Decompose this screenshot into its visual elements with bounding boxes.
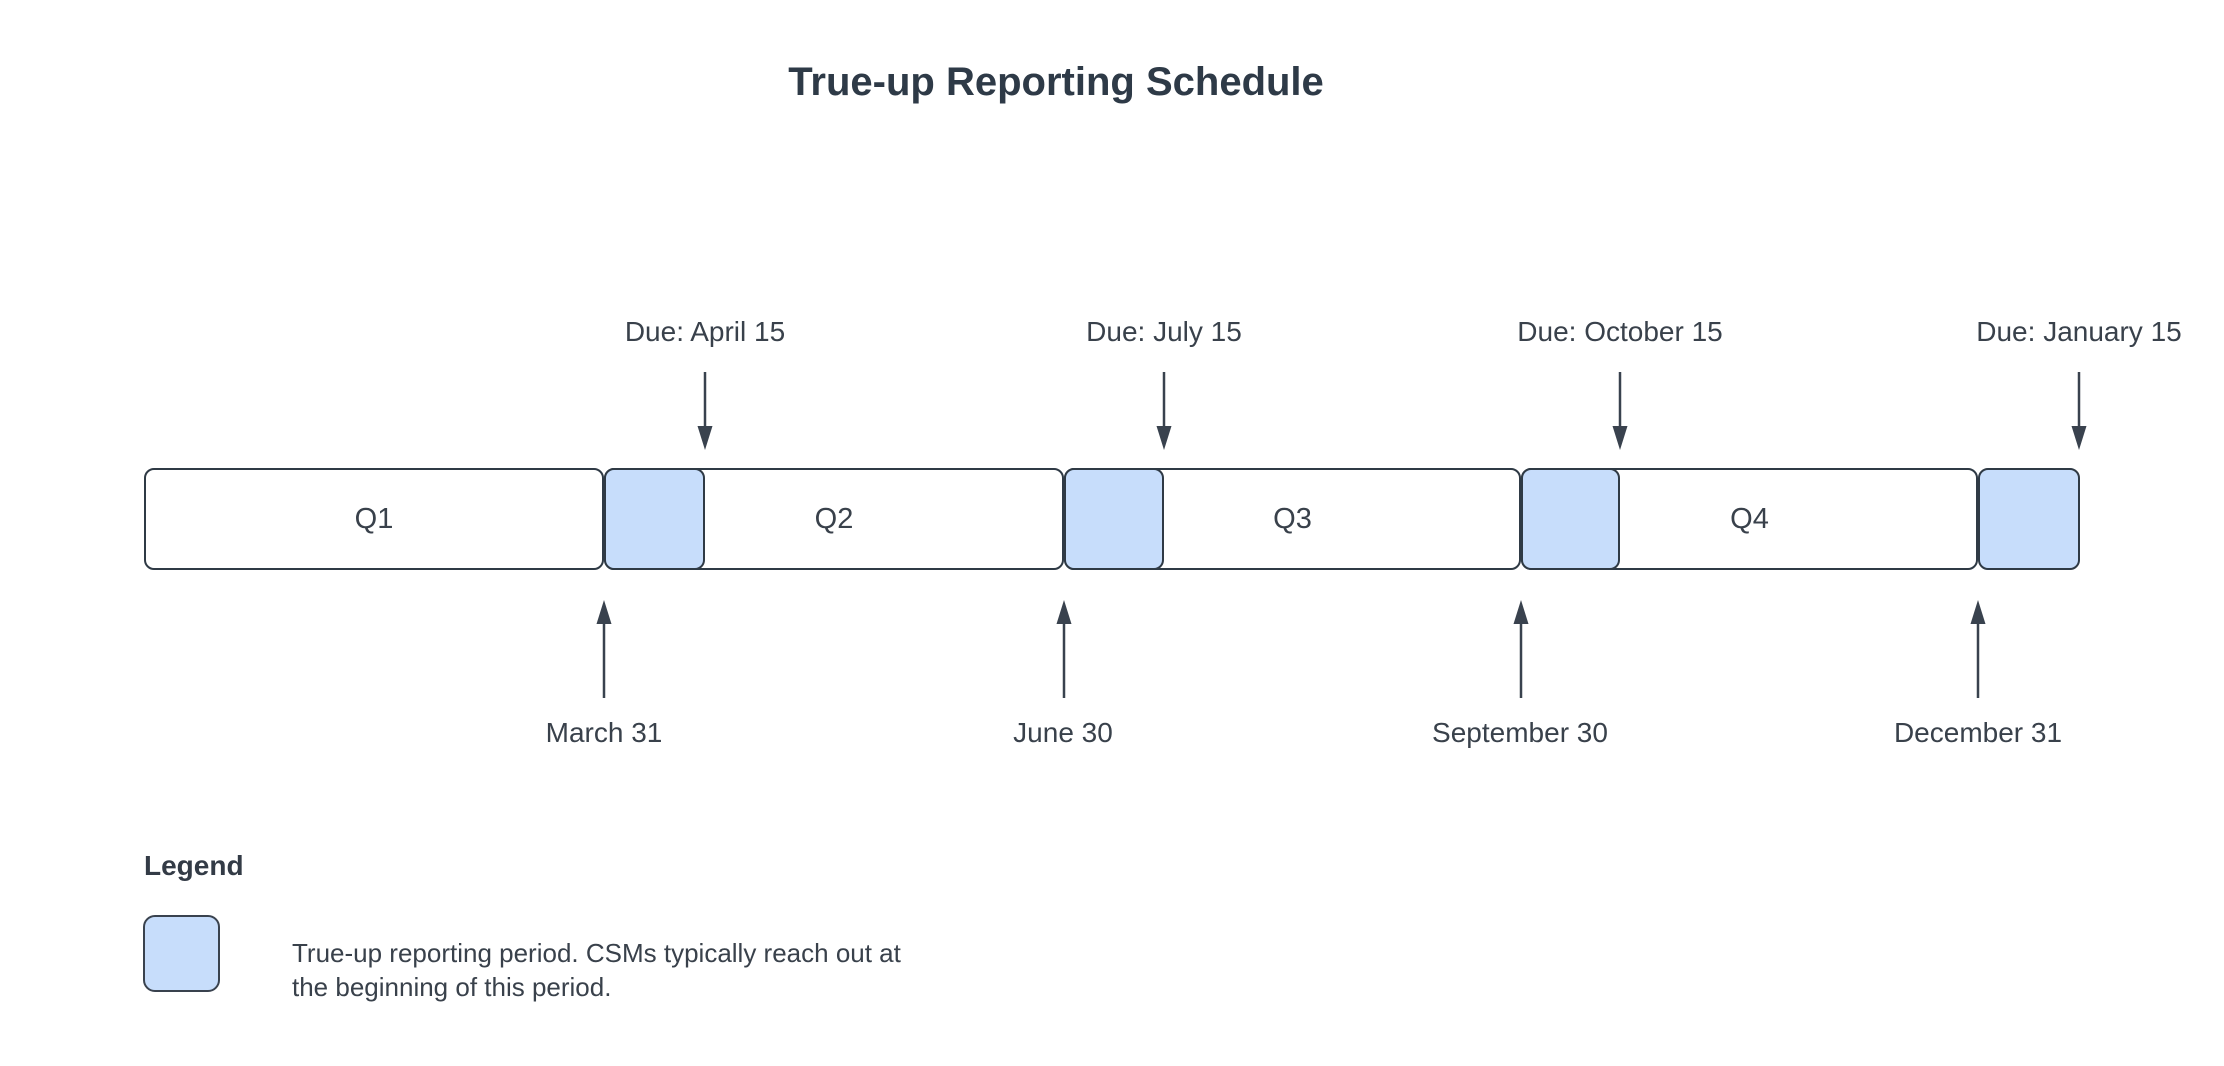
arrow-down-icon [1156, 372, 1172, 450]
legend-description: True-up reporting period. CSMs typically… [292, 936, 901, 1004]
legend-description-line-2: the beginning of this period. [292, 972, 612, 1002]
arrow-up-icon [1056, 600, 1072, 698]
quarter-label: Q1 [354, 502, 394, 535]
trueup-period-box-1 [604, 468, 705, 570]
trueup-period-box-4 [1978, 468, 2080, 570]
diagram-title: True-up Reporting Schedule [788, 60, 1324, 104]
legend-trueup-swatch [143, 915, 220, 992]
arrow-up-icon [1513, 600, 1529, 698]
arrow-up-icon [1970, 600, 1986, 698]
due-label-january: Due: January 15 [1976, 316, 2182, 347]
due-label-april: Due: April 15 [624, 316, 786, 347]
legend-heading: Legend [144, 850, 244, 881]
trueup-period-box-2 [1064, 468, 1164, 570]
arrow-down-icon [1612, 372, 1628, 450]
arrow-down-icon [2071, 372, 2087, 450]
quarter-end-label-december: December 31 [1893, 717, 2063, 748]
trueup-period-box-3 [1521, 468, 1620, 570]
quarter-label: Q3 [1273, 502, 1312, 535]
quarter-end-label-march: March 31 [545, 717, 663, 748]
legend-description-line-1: True-up reporting period. CSMs typically… [292, 938, 901, 968]
quarter-end-label-june: June 30 [1013, 717, 1113, 748]
quarter-box-q1: Q1 [144, 468, 604, 570]
quarter-label: Q4 [1730, 502, 1769, 535]
due-label-october: Due: October 15 [1517, 316, 1723, 347]
quarter-label: Q2 [814, 502, 854, 535]
quarter-end-label-september: September 30 [1432, 717, 1608, 748]
due-label-july: Due: July 15 [1086, 316, 1242, 347]
arrow-down-icon [697, 372, 713, 450]
arrow-up-icon [596, 600, 612, 698]
